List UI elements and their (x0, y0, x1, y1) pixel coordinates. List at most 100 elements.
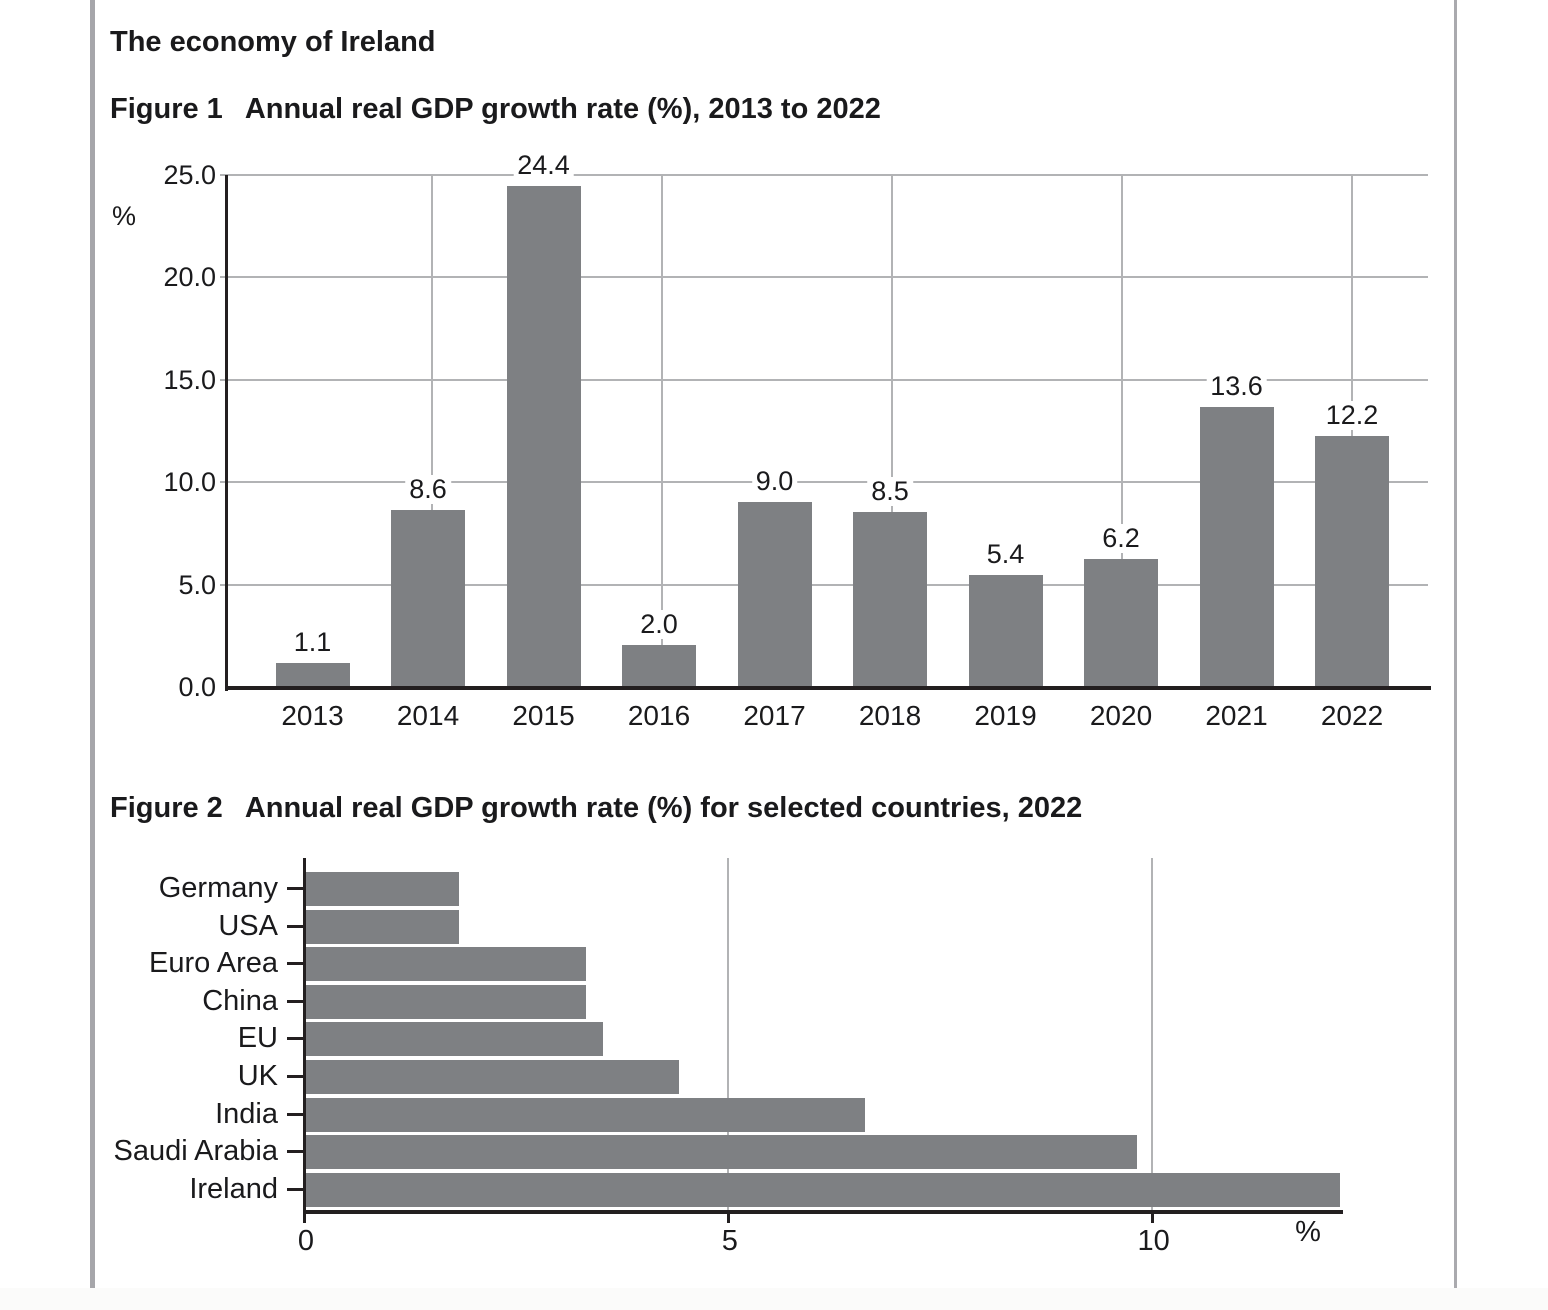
figure2-category-label: Germany (158, 872, 278, 904)
figure1-value-label: 9.0 (751, 467, 798, 496)
figure1-value-label: 6.2 (1098, 524, 1144, 553)
figure1-value-label: 8.5 (867, 477, 913, 506)
figure2-category-label: Ireland (189, 1172, 278, 1205)
figure1-gridline-vertical (1120, 175, 1123, 687)
figure1-x-tick-label: 2020 (1089, 700, 1153, 731)
figure2-category-label: China (202, 984, 278, 1017)
left-page-rule (90, 0, 95, 1310)
figure1-label: Figure 1 (110, 93, 223, 125)
figure1-gridline-vertical (431, 175, 433, 687)
figure2-y-tick (287, 1187, 303, 1191)
figure1-value-label: 12.2 (1321, 401, 1383, 430)
figure2-x-tick-label: 10 (1137, 1225, 1170, 1257)
figure2-y-tick (287, 887, 303, 890)
figure1-gridline-vertical (660, 175, 663, 687)
figure2-x-tick (726, 1214, 730, 1223)
figure1-y-tick-label: 10.0 (163, 467, 216, 498)
figure2-y-tick (287, 1112, 303, 1116)
figure1-x-tick-label: 2013 (281, 700, 344, 731)
figure1-y-tick-label: 5.0 (178, 569, 216, 600)
figure2-x-tick (303, 1214, 306, 1223)
figure1-x-tick-label: 2015 (512, 700, 575, 731)
figure1-gridline-horizontal (220, 481, 1428, 484)
figure1-gridline-horizontal (220, 276, 1428, 279)
figure2-bar-india (306, 1097, 865, 1132)
figure1-value-label: 24.4 (513, 151, 574, 180)
figure2-y-tick (287, 924, 303, 928)
figure1-bar-2014 (391, 510, 465, 686)
figure1-gridline-horizontal (220, 174, 1428, 176)
figure2-category-label: UK (237, 1060, 278, 1092)
figure1-x-tick-label: 2016 (627, 700, 691, 731)
figure1-y-tick-label: 15.0 (163, 364, 216, 395)
figure1-y-axis-unit: % (112, 201, 137, 231)
figure2-title-text: Annual real GDP growth rate (%) for sele… (244, 792, 1083, 824)
figure2-title: Figure 2 Annual real GDP growth rate (%) … (110, 792, 1082, 825)
figure2-y-tick (287, 1150, 303, 1154)
figure2-bar-germany (306, 872, 459, 906)
figure2-category-label: Saudi Arabia (113, 1135, 278, 1168)
figure1-y-tick-label: 0.0 (178, 672, 216, 702)
page-title: The economy of Ireland (110, 26, 436, 58)
figure1-gridline-horizontal (220, 378, 1428, 381)
figure1-y-tick-label: 20.0 (163, 262, 216, 293)
figure1-bar-2019 (968, 575, 1043, 686)
figure1-x-tick-label: 2019 (974, 700, 1037, 731)
figure2-plot: % Germany USA Euro Area China EU UK India Saudi… (114, 858, 1430, 1257)
figure2-label: Figure 2 (110, 792, 223, 824)
figure2-bar-saudi-arabia (306, 1135, 1137, 1170)
figure2-bar-ireland (306, 1172, 1340, 1207)
figure2-bar-usa (306, 909, 459, 944)
figure1-bar-2017 (737, 502, 812, 686)
figure1-x-axis (225, 686, 1431, 690)
figure1-bar-2018 (853, 512, 927, 686)
figure2-gridline-vertical (1150, 858, 1153, 1210)
figure2-x-axis (303, 1210, 1343, 1214)
figure2-bar-china (306, 984, 586, 1019)
figure1-value-label: 8.6 (405, 475, 451, 504)
figure2-bar-eu (306, 1022, 603, 1057)
page-bottom-strip (0, 1288, 1548, 1310)
figure1-x-tick-label: 2017 (743, 700, 806, 731)
figure2-x-tick-label: 0 (297, 1225, 315, 1257)
figure2-y-tick (287, 962, 303, 966)
figure2-x-tick-label: 5 (721, 1225, 738, 1257)
figure1-value-label: 1.1 (289, 628, 336, 657)
figure1-title: Figure 1 Annual real GDP growth rate (%),… (110, 93, 881, 126)
figure1-bar-2016 (622, 645, 696, 686)
figure1-x-tick-label: 2022 (1320, 700, 1384, 731)
figure1-bar-2013 (275, 663, 350, 686)
figure2-bar-euro-area (306, 947, 586, 982)
figure2-gridline-vertical (726, 858, 729, 1210)
figure2-y-tick (287, 1075, 303, 1078)
figure1-y-axis (225, 175, 228, 691)
figure2-category-label: EU (237, 1022, 278, 1055)
figure2-x-tick (1150, 1214, 1154, 1223)
figure1-bar-2021 (1199, 407, 1274, 686)
figure2-category-label: India (215, 1097, 278, 1130)
figure1-y-tick-label: 25.0 (163, 160, 216, 190)
figure1-bar-2015 (506, 186, 581, 686)
figure1-x-tick-label: 2014 (396, 700, 460, 731)
figure1-value-label: 2.0 (636, 610, 682, 639)
figure2-bar-uk (306, 1060, 679, 1094)
figure1-gridline-vertical (1350, 175, 1353, 687)
figure1-bar-2022 (1315, 436, 1389, 686)
figure1-x-tick-label: 2018 (858, 700, 922, 731)
figure1-title-text: Annual real GDP growth rate (%), 2013 to… (244, 93, 881, 125)
figure2-category-label: Euro Area (149, 947, 278, 980)
figure2-y-axis (303, 858, 306, 1214)
figure1-value-label: 13.6 (1206, 372, 1267, 401)
figure2-x-axis-unit: % (1295, 1216, 1321, 1248)
figure1-plot: 1.1 2013 8.6 2014 24.4 2015 2.0 2016 9.0 2017 8.5 2… (220, 151, 1431, 731)
figure2-y-tick (287, 1037, 303, 1041)
figure1-gridline-horizontal (220, 583, 1428, 586)
figure1-bar-2020 (1084, 559, 1158, 686)
figure1-gridline-vertical (890, 175, 893, 687)
figure1-value-label: 5.4 (982, 540, 1029, 569)
figure2-category-label: USA (218, 909, 278, 942)
figure2-y-tick (287, 999, 303, 1003)
figure1-x-tick-label: 2021 (1205, 700, 1268, 731)
right-page-rule (1454, 0, 1457, 1310)
